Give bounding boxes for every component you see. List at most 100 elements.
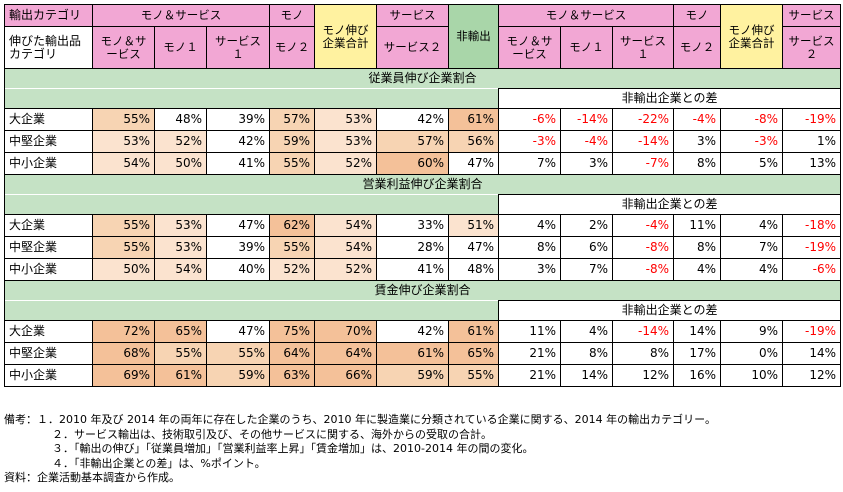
row-label: 大企業 (4, 214, 93, 237)
value-cell: 53% (92, 130, 155, 153)
note-1-text: １．2010 年及び 2014 年の両年に存在した企業のうち、2010 年に製造… (37, 413, 717, 426)
diff-header: 非輸出企業との差 (498, 194, 842, 215)
value-cell: 55% (448, 364, 500, 387)
value-cell: 42% (205, 130, 271, 153)
diff-cell: 21% (498, 364, 562, 387)
diff-cell: 4% (720, 258, 784, 281)
value-cell: 55% (154, 342, 207, 365)
diff-cell: -19% (782, 236, 842, 259)
table-row: 中小企業 54% 50% 41% 55% 52% 60% 47% 7% 3% -7% 8% 5% 13% (4, 152, 842, 175)
value-cell: 42% (376, 320, 450, 343)
diff-cell: 12% (612, 364, 675, 387)
value-cell: 41% (376, 258, 450, 281)
value-cell: 69% (92, 364, 155, 387)
value-cell: 59% (269, 130, 316, 153)
header-mono-total: モノ伸び企業合計 (314, 4, 378, 69)
value-cell: 65% (448, 342, 500, 365)
header-row-categories: 輸出カテゴリ モノ＆サービス モノ モノ伸び企業合計 サービス 非輸出 モノ＆サ… (4, 4, 842, 69)
table-row: 中小企業 50% 54% 40% 52% 52% 41% 48% 3% 7% -8% 4% 4% -6% (4, 258, 842, 281)
header-sub-mono1: モノ１ (154, 26, 207, 69)
value-cell: 59% (205, 364, 271, 387)
header-sub-mono2: モノ２ (269, 26, 316, 69)
diff-cell: -8% (612, 236, 675, 259)
diff-header: 非輸出企業との差 (498, 300, 842, 321)
table-row: 中堅企業 53% 52% 42% 59% 53% 57% 56% -3% -4% -14% 3% -3%… (4, 130, 842, 153)
diff-cell: 21% (498, 342, 562, 365)
value-cell: 60% (376, 152, 450, 175)
table-row: 中堅企業 68% 55% 55% 64% 64% 61% 65% 21% 8% 8% 17% 0% 14% (4, 342, 842, 365)
diff-cell: 4% (673, 258, 722, 281)
header-label-export-category: 輸出カテゴリ (4, 4, 93, 27)
value-cell: 63% (269, 364, 316, 387)
diff-cell: 8% (612, 342, 675, 365)
diff-cell: 7% (498, 152, 562, 175)
value-cell: 53% (314, 130, 378, 153)
table-row: 大企業 55% 53% 47% 62% 54% 33% 51% 4% 2% -4% 11% 4% -18% (4, 214, 842, 237)
header-diff-mono-total: モノ伸び企業合計 (720, 4, 784, 69)
row-label: 大企業 (4, 320, 93, 343)
value-cell: 55% (92, 108, 155, 131)
diff-cell: -18% (782, 214, 842, 237)
note-3: ３．「輸出の伸び」「従業員増加」「営業利益率上昇」「賃金増加」は、2010-20… (52, 442, 534, 456)
value-cell: 52% (314, 152, 378, 175)
value-cell: 47% (448, 236, 500, 259)
row-label: 中小企業 (4, 364, 93, 387)
value-cell: 62% (269, 214, 316, 237)
diff-cell: 5% (720, 152, 784, 175)
diff-cell: 14% (560, 364, 614, 387)
section-title: 従業員伸び企業割合 (3, 68, 842, 89)
value-cell: 39% (205, 108, 271, 131)
diff-cell: -19% (782, 320, 842, 343)
table-row: 大企業 72% 65% 47% 75% 70% 42% 61% 11% 4% -14% 14% 9% -1… (4, 320, 842, 343)
value-cell: 52% (314, 258, 378, 281)
value-cell: 61% (448, 320, 500, 343)
header-diff-mono: モノ (673, 4, 722, 27)
note-1: 備考：１．2010 年及び 2014 年の両年に存在した企業のうち、2010 年… (4, 413, 717, 426)
value-cell: 59% (376, 364, 450, 387)
value-cell: 52% (269, 258, 316, 281)
header-sub-diff-mono-service: モノ＆サービス (498, 26, 562, 69)
diff-cell: 12% (782, 364, 842, 387)
row-label: 中小企業 (4, 152, 93, 175)
value-cell: 55% (92, 214, 155, 237)
diff-cell: 3% (498, 258, 562, 281)
header-sub-diff-service2: サービス２ (782, 26, 842, 69)
header-label-grown-category: 伸びた輸出品カテゴリ (4, 26, 93, 69)
value-cell: 48% (448, 258, 500, 281)
diff-cell: 9% (720, 320, 784, 343)
section-title-row: 営業利益伸び企業割合 (3, 174, 842, 195)
value-cell: 52% (154, 130, 207, 153)
value-cell: 66% (314, 364, 378, 387)
diff-cell: -19% (782, 108, 842, 131)
value-cell: 51% (448, 214, 500, 237)
diff-cell: 6% (560, 236, 614, 259)
section-title: 賃金伸び企業割合 (3, 280, 842, 301)
section-spacer (3, 300, 500, 321)
header-diff-service: サービス (782, 4, 842, 27)
diff-cell: 13% (782, 152, 842, 175)
diff-cell: 8% (673, 152, 722, 175)
value-cell: 68% (92, 342, 155, 365)
value-cell: 53% (154, 236, 207, 259)
header-mono: モノ (269, 4, 316, 27)
value-cell: 42% (376, 108, 450, 131)
header-sub-service2: サービス２ (376, 26, 450, 69)
row-label: 中堅企業 (4, 130, 93, 153)
diff-cell: 10% (720, 364, 784, 387)
diff-cell: -6% (498, 108, 562, 131)
value-cell: 53% (314, 108, 378, 131)
header-sub-diff-mono2: モノ２ (673, 26, 722, 69)
value-cell: 61% (448, 108, 500, 131)
diff-cell: -8% (720, 108, 784, 131)
section-spacer (3, 194, 500, 215)
diff-cell: 16% (673, 364, 722, 387)
value-cell: 50% (154, 152, 207, 175)
diff-cell: -7% (612, 152, 675, 175)
diff-cell: -14% (560, 108, 614, 131)
diff-cell: -4% (612, 214, 675, 237)
value-cell: 64% (269, 342, 316, 365)
value-cell: 64% (314, 342, 378, 365)
header-sub-diff-mono1: モノ１ (560, 26, 614, 69)
diff-cell: 17% (673, 342, 722, 365)
diff-cell: -14% (612, 130, 675, 153)
